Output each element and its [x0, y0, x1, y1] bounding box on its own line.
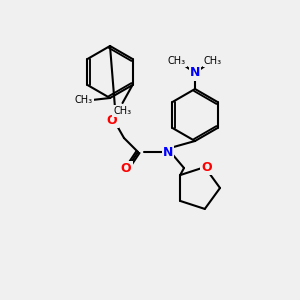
Text: CH₃: CH₃ [113, 106, 132, 116]
Text: N: N [190, 67, 200, 80]
Text: O: O [107, 113, 117, 127]
Text: O: O [121, 163, 131, 176]
Text: N: N [163, 146, 173, 158]
Text: CH₃: CH₃ [168, 56, 186, 66]
Text: CH₃: CH₃ [204, 56, 222, 66]
Text: CH₃: CH₃ [75, 95, 93, 105]
Text: O: O [202, 160, 212, 174]
